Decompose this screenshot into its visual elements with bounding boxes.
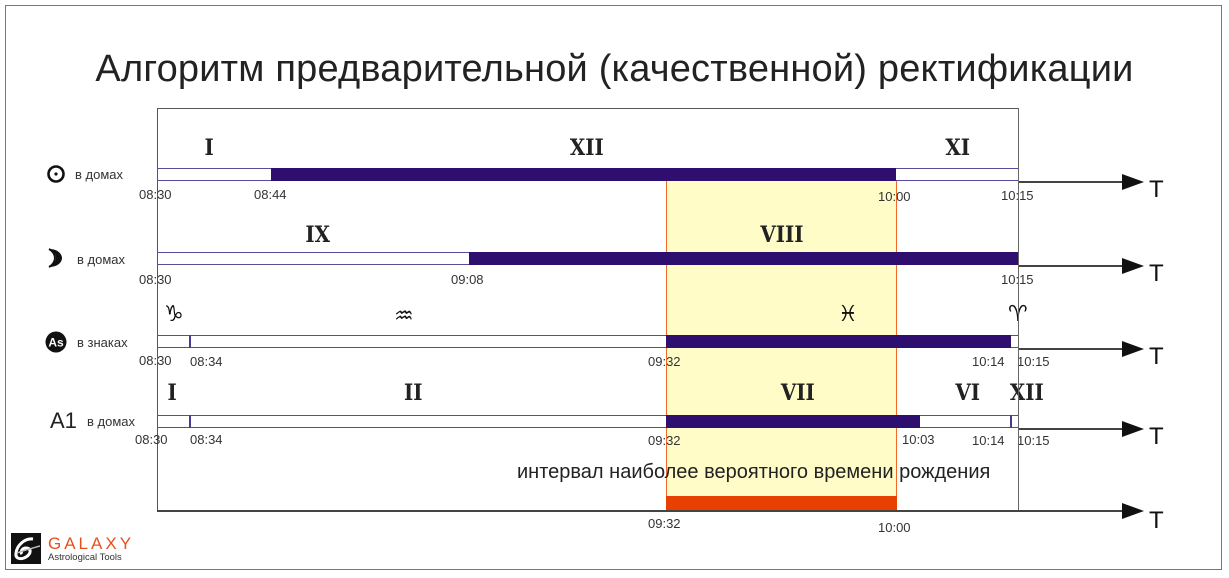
time-label: 08:44 [254, 187, 287, 202]
time-label: 09:32 [648, 433, 681, 448]
time-label: 08:34 [190, 432, 223, 447]
capricorn-icon: ♑ [164, 302, 184, 327]
sun-icon [47, 165, 65, 183]
arrow-icon [1122, 174, 1144, 190]
house-label: I [167, 380, 177, 406]
filled-segment [666, 335, 1011, 348]
row-label: в домах [87, 414, 136, 429]
time-label: 10:14 [972, 354, 1005, 369]
time-label: 09:08 [451, 272, 484, 287]
time-label: 08:30 [139, 353, 172, 368]
arrow-icon [1122, 341, 1144, 357]
time-label: 08:30 [135, 432, 168, 447]
house-label: II [404, 380, 423, 406]
time-label: 08:30 [139, 272, 172, 287]
house-label: XI [945, 135, 971, 161]
arrow-icon [1122, 258, 1144, 274]
svg-text:As: As [48, 336, 64, 350]
house-label: I [204, 135, 214, 161]
arrow-icon [1122, 503, 1144, 519]
time-label: 08:30 [139, 187, 172, 202]
time-label: 10:03 [902, 432, 935, 447]
pisces-icon: ♓ [838, 302, 858, 327]
time-label: 10:00 [878, 520, 911, 535]
arrow-icon [1122, 421, 1144, 437]
time-axis [157, 510, 1124, 512]
time-label: 09:32 [648, 516, 681, 531]
time-axis [1019, 428, 1124, 430]
result-interval-label: интервал наиболее вероятного времени рож… [517, 461, 991, 483]
house-label: VI [955, 380, 981, 406]
timeline-bar [157, 335, 1019, 348]
logo-mark-icon [11, 533, 41, 564]
axis-label: T [1149, 260, 1164, 287]
time-label: 10:15 [1001, 188, 1034, 203]
house-label: IX [305, 222, 331, 248]
filled-segment [469, 252, 1019, 265]
row-label: в домах [75, 167, 124, 182]
aquarius-icon: ♒ [394, 304, 414, 329]
a1-symbol: A1 [50, 408, 77, 433]
axis-label: T [1149, 176, 1164, 203]
segment-divider [1010, 415, 1012, 428]
time-axis [1019, 348, 1124, 350]
logo-subtitle: Astrological Tools [48, 552, 122, 563]
timeline-bar [157, 415, 1019, 428]
time-label: 10:15 [1017, 433, 1050, 448]
result-interval-bar [666, 496, 897, 510]
house-label: XII [569, 135, 604, 161]
diagram-frame [5, 5, 1222, 570]
diagram-title: Алгоритм предварительной (качественной) … [95, 48, 1134, 90]
time-label: 08:34 [190, 354, 223, 369]
ascendant-icon: As [45, 331, 67, 353]
time-axis [1019, 265, 1124, 267]
time-label: 10:14 [972, 433, 1005, 448]
row-label: в домах [77, 252, 126, 267]
time-axis [1019, 181, 1124, 183]
filled-segment [271, 168, 896, 181]
house-label: XII [1009, 380, 1044, 406]
axis-label: T [1149, 507, 1164, 534]
axis-label: T [1149, 423, 1164, 450]
filled-segment [666, 415, 920, 428]
time-label: 10:15 [1017, 354, 1050, 369]
segment-divider [189, 415, 191, 428]
time-label: 10:00 [878, 189, 911, 204]
moon-icon [48, 248, 62, 268]
axis-label: T [1149, 343, 1164, 370]
end-time-line [1018, 108, 1019, 510]
segment-divider [189, 335, 191, 348]
time-label: 09:32 [648, 354, 681, 369]
logo-name: GALAXY [48, 534, 135, 553]
house-label: VIII [760, 222, 804, 248]
aries-icon: ♈ [1008, 302, 1028, 327]
row-label: в знаках [77, 335, 128, 350]
house-label: VII [780, 380, 815, 406]
time-label: 10:15 [1001, 272, 1034, 287]
